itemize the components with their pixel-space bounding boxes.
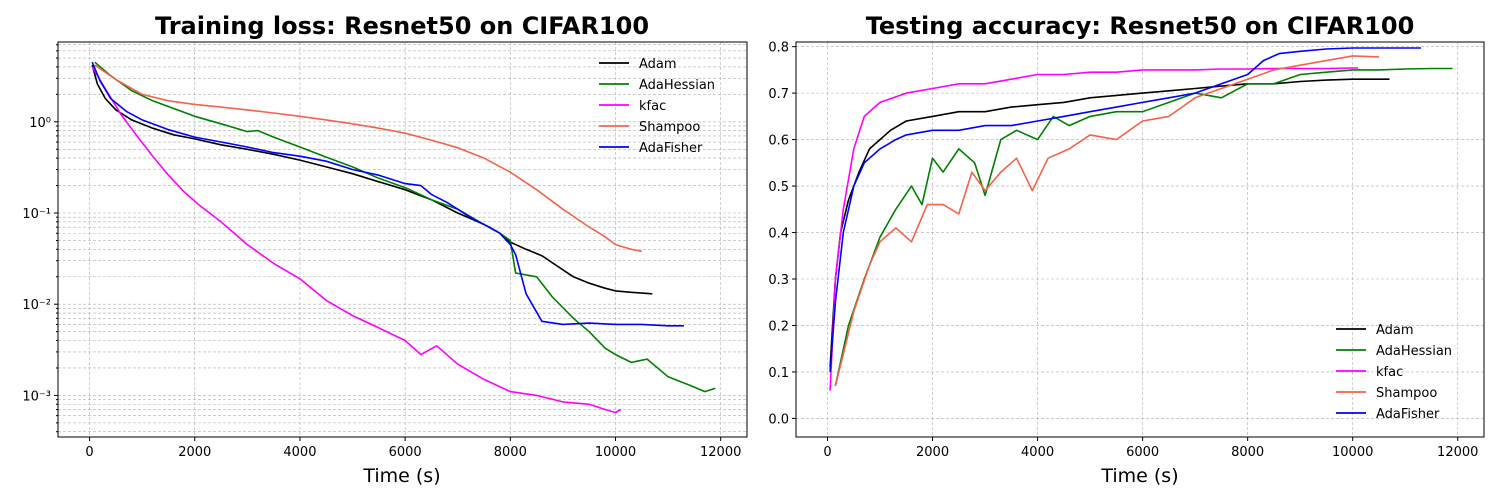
series-line-adafisher [91,61,684,327]
x-axis-label: Time (s) [362,465,440,487]
y-tick-label: 10⁻³ [22,389,51,404]
y-tick-label: 10⁻¹ [22,207,51,222]
y-tick-label: 0.8 [768,41,789,56]
legend-label-adafisher: AdaFisher [1376,407,1440,422]
x-tick-label: 12000 [1437,445,1478,460]
series-line-shampoo [834,55,1380,387]
y-tick-label: 0.2 [768,319,789,334]
series-lines [829,47,1453,391]
y-tick-label: 0.7 [768,87,789,102]
y-tick-label: 0.5 [768,180,789,195]
series-line-shampoo [94,64,642,253]
x-tick-label: 8000 [1231,445,1264,460]
y-tick-label: 0.1 [768,366,789,381]
x-tick-label: 0 [85,445,93,460]
grid [58,42,747,437]
x-tick-label: 10000 [595,445,636,460]
x-axis-label: Time (s) [1100,465,1178,487]
series-line-adahessian [834,67,1453,387]
legend-label-adahessian: AdaHessian [639,78,715,93]
legend: Adam AdaHessian kfac Shampoo AdaFisher [1336,323,1452,422]
plot-area [795,41,1485,438]
x-axis-ticks: 0 2000 4000 6000 8000 10000 12000 [823,437,1478,460]
legend-label-adahessian: AdaHessian [1376,344,1452,359]
legend-label-kfac: kfac [1376,365,1403,380]
grid [796,42,1484,437]
y-tick-label: 10⁰ [29,116,51,131]
x-tick-label: 12000 [700,445,741,460]
series-line-adam [91,64,653,295]
legend-label-adafisher: AdaFisher [639,141,703,156]
testing-accuracy-panel: Testing accuracy: Resnet50 on CIFAR100 0… [768,12,1485,487]
legend-label-shampoo: Shampoo [1376,386,1437,401]
series-line-adam [829,78,1390,368]
x-tick-label: 0 [823,445,831,460]
series-line-adafisher [829,47,1421,372]
x-tick-label: 4000 [283,445,316,460]
legend: Adam AdaHessian kfac Shampoo AdaFisher [599,57,715,156]
x-tick-label: 10000 [1332,445,1373,460]
y-tick-label: 0.4 [768,227,789,242]
legend-label-shampoo: Shampoo [639,120,700,135]
chart-title: Testing accuracy: Resnet50 on CIFAR100 [866,12,1415,40]
series-line-kfac [829,67,1358,391]
legend-label-kfac: kfac [639,99,666,114]
chart-title: Training loss: Resnet50 on CIFAR100 [155,12,649,40]
x-tick-label: 6000 [1126,445,1159,460]
legend-label-adam: Adam [639,57,677,72]
y-tick-label: 0.0 [768,412,789,427]
y-tick-label: 10⁻² [22,298,51,313]
plot-area [57,41,748,438]
y-axis-ticks: 0.0 0.1 0.2 0.3 0.4 0.5 0.6 0.7 0.8 [768,41,796,427]
x-tick-label: 8000 [494,445,527,460]
series-line-kfac [91,66,622,414]
x-tick-label: 2000 [916,445,949,460]
y-axis-ticks: 10⁻³ 10⁻² 10⁻¹ 10⁰ [22,44,58,433]
x-axis-ticks: 0 2000 4000 6000 8000 10000 12000 [85,437,741,460]
x-tick-label: 6000 [389,445,422,460]
series-lines [91,61,716,414]
training-loss-panel: Training loss: Resnet50 on CIFAR100 0 200… [22,12,748,487]
x-tick-label: 4000 [1021,445,1054,460]
y-tick-label: 0.6 [768,134,789,149]
y-tick-label: 0.3 [768,273,789,288]
legend-label-adam: Adam [1376,323,1414,338]
x-tick-label: 2000 [178,445,211,460]
